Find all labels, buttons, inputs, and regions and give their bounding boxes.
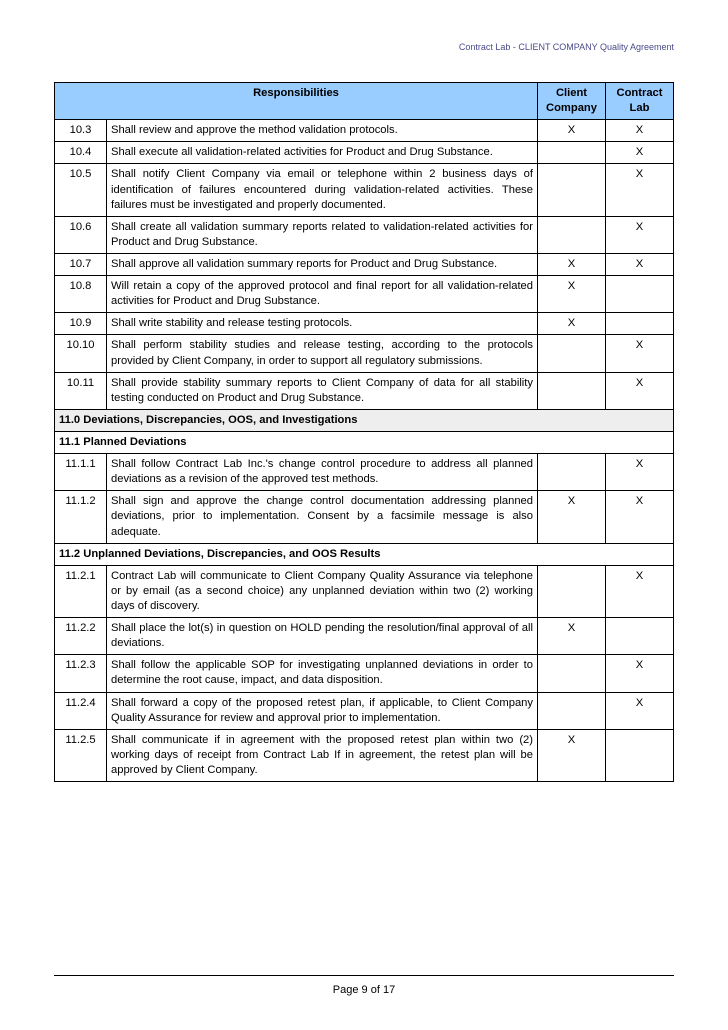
row-number: 10.11 [55,372,107,409]
row-description: Shall approve all validation summary rep… [107,253,538,275]
client-mark: X [538,618,606,655]
subsection-header: 11.2 Unplanned Deviations, Discrepancies… [55,543,674,565]
row-description: Shall forward a copy of the proposed ret… [107,692,538,729]
client-mark [538,164,606,216]
lab-mark: X [606,692,674,729]
client-mark [538,454,606,491]
row-number: 10.9 [55,313,107,335]
lab-mark: X [606,335,674,372]
client-mark [538,335,606,372]
client-mark: X [538,253,606,275]
lab-mark [606,276,674,313]
col-header-lab: Contract Lab [606,83,674,120]
row-description: Shall communicate if in agreement with t… [107,729,538,781]
lab-mark: X [606,372,674,409]
lab-mark: X [606,216,674,253]
row-number: 10.3 [55,120,107,142]
row-description: Shall perform stability studies and rele… [107,335,538,372]
row-description: Shall sign and approve the change contro… [107,491,538,543]
lab-mark: X [606,565,674,617]
row-description: Shall execute all validation-related act… [107,142,538,164]
row-description: Shall review and approve the method vali… [107,120,538,142]
lab-mark: X [606,655,674,692]
responsibilities-table: Responsibilities Client Company Contract… [54,82,674,782]
col-header-responsibilities: Responsibilities [55,83,538,120]
lab-mark [606,313,674,335]
row-description: Shall notify Client Company via email or… [107,164,538,216]
client-mark [538,216,606,253]
row-description: Contract Lab will communicate to Client … [107,565,538,617]
client-mark [538,565,606,617]
row-description: Shall place the lot(s) in question on HO… [107,618,538,655]
row-number: 11.2.1 [55,565,107,617]
client-mark [538,142,606,164]
row-number: 10.7 [55,253,107,275]
page-footer: Page 9 of 17 [0,984,728,996]
client-mark [538,692,606,729]
row-description: Will retain a copy of the approved proto… [107,276,538,313]
row-number: 11.1.1 [55,454,107,491]
page-header: Contract Lab - CLIENT COMPANY Quality Ag… [54,42,674,52]
client-mark [538,372,606,409]
row-number: 11.2.4 [55,692,107,729]
lab-mark: X [606,164,674,216]
lab-mark: X [606,142,674,164]
lab-mark [606,729,674,781]
lab-mark: X [606,253,674,275]
lab-mark [606,618,674,655]
subsection-header: 11.1 Planned Deviations [55,431,674,453]
client-mark: X [538,276,606,313]
client-mark: X [538,313,606,335]
row-number: 10.5 [55,164,107,216]
row-description: Shall create all validation summary repo… [107,216,538,253]
row-number: 11.2.5 [55,729,107,781]
lab-mark: X [606,491,674,543]
client-mark: X [538,120,606,142]
col-header-client: Client Company [538,83,606,120]
row-number: 10.4 [55,142,107,164]
client-mark: X [538,491,606,543]
row-number: 11.2.2 [55,618,107,655]
client-mark: X [538,729,606,781]
row-description: Shall provide stability summary reports … [107,372,538,409]
row-number: 11.1.2 [55,491,107,543]
row-number: 10.6 [55,216,107,253]
client-mark [538,655,606,692]
row-description: Shall write stability and release testin… [107,313,538,335]
row-description: Shall follow the applicable SOP for inve… [107,655,538,692]
section-header: 11.0 Deviations, Discrepancies, OOS, and… [55,409,674,431]
footer-rule [54,975,674,976]
lab-mark: X [606,454,674,491]
row-description: Shall follow Contract Lab Inc.'s change … [107,454,538,491]
row-number: 11.2.3 [55,655,107,692]
row-number: 10.10 [55,335,107,372]
lab-mark: X [606,120,674,142]
row-number: 10.8 [55,276,107,313]
